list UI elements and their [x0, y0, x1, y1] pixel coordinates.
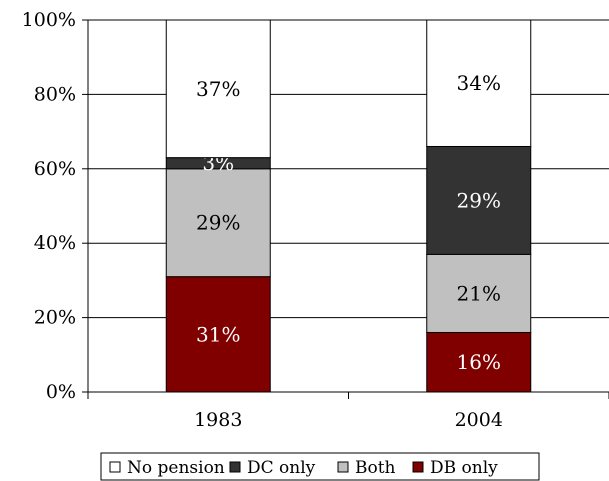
legend-label: No pension	[127, 458, 225, 478]
axes	[82, 19, 609, 399]
legend-swatch	[229, 461, 241, 473]
x-tick-label: 2004	[455, 409, 503, 431]
legend-swatch	[109, 461, 121, 473]
y-tick-label: 80%	[34, 83, 76, 105]
legend-swatch	[412, 461, 424, 473]
legend-label: DC only	[247, 458, 316, 478]
bar-segment-db-only	[165, 276, 271, 393]
bar-segment-both	[426, 253, 532, 333]
bar-segment-both	[165, 168, 271, 278]
legend: No pension DC only Both DB only	[100, 452, 540, 481]
legend-box	[100, 452, 540, 481]
y-tick-label: 20%	[34, 307, 76, 329]
bar-segment-no-pension	[426, 19, 532, 147]
data-label: 29%	[196, 211, 240, 235]
data-label: 34%	[457, 71, 501, 95]
legend-label: Both	[355, 458, 396, 478]
bar-segment-no-pension	[165, 19, 271, 159]
data-label: 29%	[457, 188, 501, 212]
tick-labels: 0% 20% 40% 60% 80% 100% 1983 2004	[22, 9, 503, 431]
legend-swatch	[337, 461, 349, 473]
y-tick-label: 60%	[34, 158, 76, 180]
data-label: 37%	[196, 77, 240, 101]
y-tick-label: 0%	[46, 381, 76, 403]
data-label: 21%	[457, 281, 501, 305]
y-tick-label: 40%	[34, 232, 76, 254]
data-label: 31%	[196, 322, 240, 346]
bars: 31%29%3%37%16%21%29%34%	[165, 19, 532, 393]
bar-segment-dc-only	[426, 145, 532, 255]
x-tick-label: 1983	[194, 409, 242, 431]
data-label: 16%	[457, 350, 501, 374]
bar-segment-db-only	[426, 331, 532, 393]
legend-label: DB only	[430, 458, 498, 478]
y-tick-label: 100%	[22, 9, 76, 31]
